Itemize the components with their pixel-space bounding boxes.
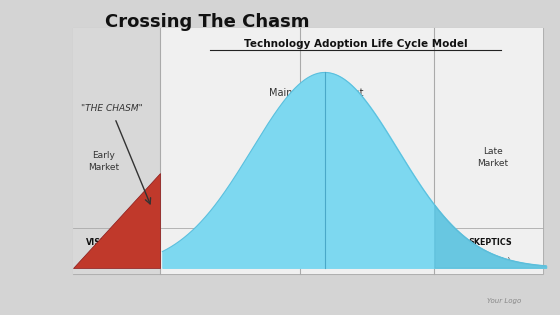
- Text: Technology Adoption Life Cycle Model: Technology Adoption Life Cycle Model: [244, 39, 468, 49]
- Text: Late
Market: Late Market: [477, 147, 508, 168]
- Text: CONSERVATIVES: CONSERVATIVES: [330, 238, 404, 247]
- Bar: [160, 28, 543, 274]
- Text: VISIONARIES: VISIONARIES: [86, 238, 144, 247]
- Bar: [73, 28, 160, 274]
- Text: (Laggards): (Laggards): [469, 257, 511, 266]
- Text: Your Logo: Your Logo: [487, 298, 521, 304]
- Text: Crossing The Chasm: Crossing The Chasm: [105, 13, 310, 31]
- Text: (Late Majority): (Late Majority): [339, 257, 395, 266]
- Text: (Early Adopters): (Early Adopters): [83, 257, 146, 266]
- Text: "THE CHASM": "THE CHASM": [81, 104, 143, 113]
- Text: Early
Market: Early Market: [88, 151, 119, 172]
- Text: Mainstream Market: Mainstream Market: [269, 88, 363, 98]
- Bar: [73, 28, 543, 274]
- Text: PRAGMATISTS: PRAGMATISTS: [198, 238, 262, 247]
- Text: SKEPTICS: SKEPTICS: [468, 238, 512, 247]
- Text: (Early Majority): (Early Majority): [200, 257, 259, 266]
- Polygon shape: [73, 173, 160, 268]
